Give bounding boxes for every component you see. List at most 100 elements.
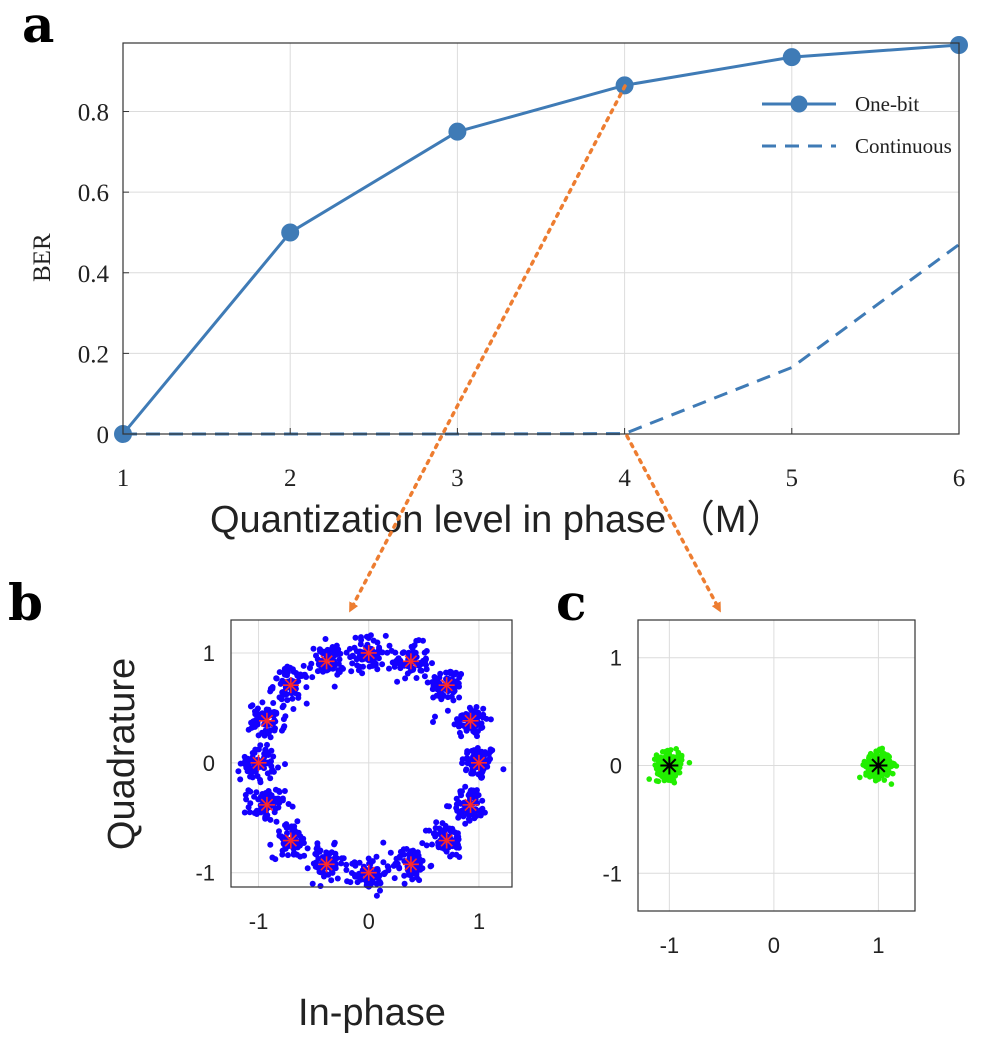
chart-c: -1 0 1 -1 0 1 (602, 619, 916, 958)
scatter-point (444, 803, 450, 810)
scatter-point (474, 745, 481, 751)
scatter-point (407, 868, 414, 875)
scatter-point (237, 776, 244, 783)
scatter-point (430, 679, 437, 686)
scatter-point (466, 757, 473, 764)
scatter-point (389, 659, 396, 666)
chart-a-ylabel: BER (29, 233, 56, 282)
scatter-point (278, 680, 285, 687)
scatter-point (452, 829, 458, 836)
scatter-point (369, 662, 376, 669)
scatter-point (479, 797, 486, 804)
one-bit-marker (281, 223, 300, 242)
ideal-constellation-point (660, 756, 679, 775)
scatter-point (453, 795, 460, 802)
scatter-point (388, 647, 395, 654)
chart-b-axes-box (230, 619, 513, 888)
scatter-point (430, 686, 437, 692)
scatter-point (472, 793, 479, 799)
scatter-point (247, 703, 254, 710)
chart-b: -1 0 1 -1 0 1 In-phase Quadrature (101, 619, 513, 1034)
scatter-point (447, 668, 454, 675)
scatter-point (304, 845, 311, 852)
scatter-point (252, 711, 259, 718)
scatter-point (312, 850, 319, 857)
arrow-to-panel-b (349, 84, 627, 613)
scatter-point (279, 795, 286, 802)
scatter-point (413, 675, 420, 681)
legend-continuous-label: Continuous (855, 134, 952, 158)
chart-a-legend: One-bit Continuous (762, 92, 952, 158)
scatter-point (686, 759, 693, 766)
scatter-point (466, 811, 473, 818)
scatter-point (500, 766, 507, 773)
y-tick-label: 0 (610, 754, 622, 779)
scatter-point (386, 642, 393, 649)
scatter-point (331, 839, 338, 846)
x-tick-label: 1 (473, 909, 485, 934)
scatter-point (377, 887, 383, 894)
scatter-point (259, 729, 266, 736)
scatter-point (887, 760, 894, 767)
scatter-point (429, 660, 435, 667)
ideal-marker-stroke (871, 758, 886, 773)
ideal-marker-stroke (284, 678, 298, 692)
scatter-point (373, 650, 380, 656)
ideal-marker-stroke (260, 714, 274, 728)
scatter-point (423, 842, 430, 849)
scatter-point (357, 641, 364, 648)
scatter-point (379, 649, 386, 656)
scatter-point (235, 768, 242, 775)
chart-b-xlabel: In-phase (298, 992, 446, 1034)
scatter-point (401, 872, 408, 879)
scatter-point (857, 774, 863, 781)
scatter-point (352, 862, 359, 869)
y-tick-label: -1 (195, 861, 215, 886)
scatter-point (279, 689, 286, 696)
scatter-point (646, 776, 652, 782)
one-bit-marker (448, 122, 467, 141)
scatter-point (358, 634, 364, 641)
scatter-point (464, 748, 471, 755)
legend-one-bit-label: One-bit (855, 92, 919, 116)
scatter-point (242, 791, 249, 798)
ideal-constellation-point (462, 712, 479, 729)
scatter-point (408, 643, 415, 650)
scatter-point (270, 700, 277, 706)
scatter-point (267, 688, 274, 695)
scatter-point (382, 869, 389, 876)
scatter-point (367, 632, 374, 639)
scatter-point (343, 867, 350, 873)
scatter-point (343, 861, 350, 868)
scatter-point (284, 697, 291, 704)
scatter-point (269, 854, 276, 861)
scatter-point (397, 848, 404, 855)
scatter-point (247, 800, 254, 807)
scatter-point (369, 858, 376, 865)
ideal-constellation-point (470, 754, 487, 771)
scatter-point (884, 766, 890, 772)
scatter-point (466, 817, 473, 824)
scatter-point (264, 741, 270, 748)
scatter-point (416, 861, 423, 868)
scatter-point (241, 809, 248, 816)
scatter-point (309, 674, 316, 681)
scatter-point (267, 841, 274, 848)
scatter-point (306, 664, 313, 671)
scatter-point (374, 666, 381, 673)
scatter-point (272, 786, 279, 793)
scatter-point (873, 748, 879, 754)
ideal-constellation-point (402, 856, 419, 873)
scatter-point (421, 673, 428, 680)
scatter-point (301, 852, 308, 859)
ideal-constellation-point (258, 712, 275, 729)
scatter-point (291, 827, 298, 834)
scatter-point (429, 841, 435, 848)
scatter-point (303, 674, 310, 680)
scatter-point (373, 853, 380, 860)
scatter-point (334, 671, 341, 678)
ideal-marker-stroke (252, 756, 265, 770)
scatter-point (351, 644, 358, 651)
scatter-point (282, 713, 289, 720)
scatter-point (254, 721, 261, 728)
